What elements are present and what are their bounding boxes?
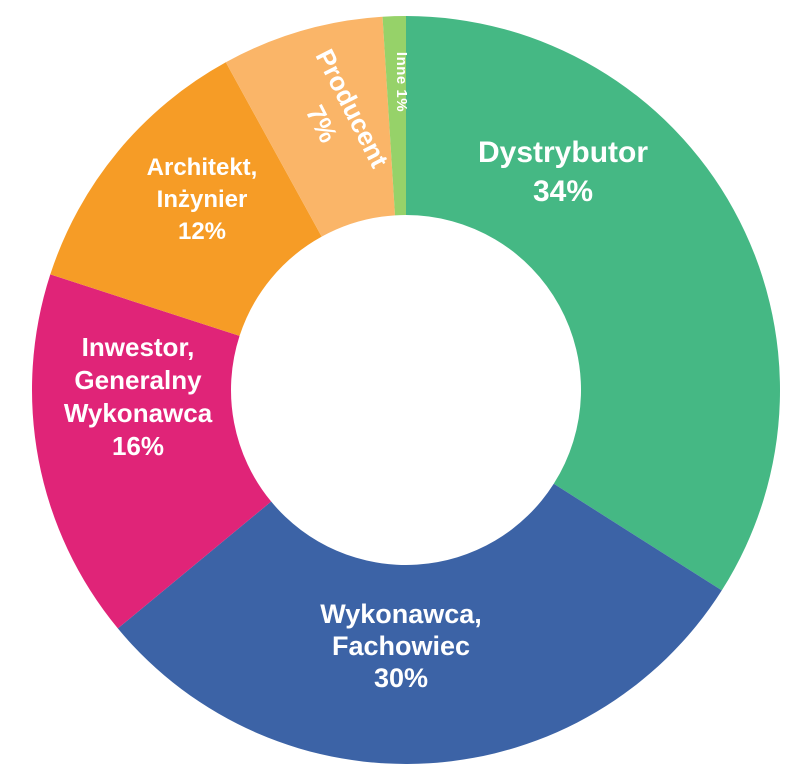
donut-segment-inne: [382, 16, 406, 216]
donut-segment-inwestor-generalny-wykonawca: [31, 274, 272, 629]
donut-segment-architekt-inzynier: [50, 62, 322, 336]
donut-segment-producent: [225, 16, 396, 237]
donut-segment-wykonawca-fachowiec: [117, 483, 722, 765]
donut-segment-dystrybutor: [406, 16, 781, 591]
